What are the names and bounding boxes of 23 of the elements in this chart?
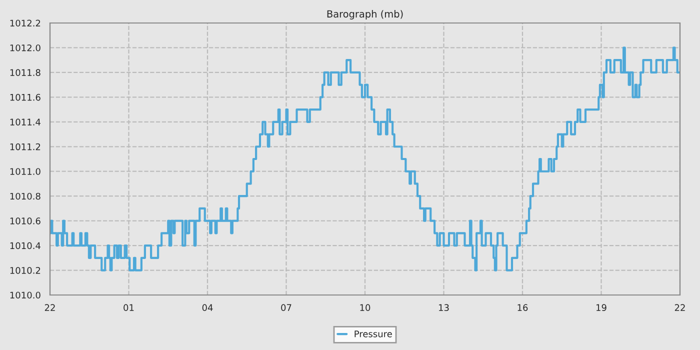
y-tick-label: 1011.8 [10,69,40,76]
x-tick-label: 04 [202,304,213,312]
y-tick-label: 1010.0 [10,292,40,299]
y-tick-label: 1010.8 [10,192,40,200]
y-tick-label: 1012.2 [10,20,40,27]
chart-title: Barograph (mb) [327,10,403,20]
y-tick-label: 1011.6 [10,94,40,101]
x-tick-label: 22 [674,304,685,311]
y-tick-label: 1011.2 [10,143,40,150]
x-tick-label: 19 [596,304,606,312]
x-tick-label: 13 [439,304,449,312]
y-tick-label: 1011.0 [10,168,40,175]
x-tick-label: 10 [360,304,370,312]
y-tick-label: 1010.4 [10,242,40,250]
y-tick-label: 1010.2 [10,267,40,274]
legend-label: Pressure [354,330,392,338]
y-tick-label: 1011.4 [10,118,40,126]
x-tick-label: 16 [518,304,528,312]
x-tick-label: 01 [124,304,134,312]
x-tick-label: 22 [44,304,55,311]
y-tick-label: 1012.0 [10,44,40,52]
x-tick-label: 07 [281,304,292,312]
y-tick-label: 1010.6 [10,218,40,224]
